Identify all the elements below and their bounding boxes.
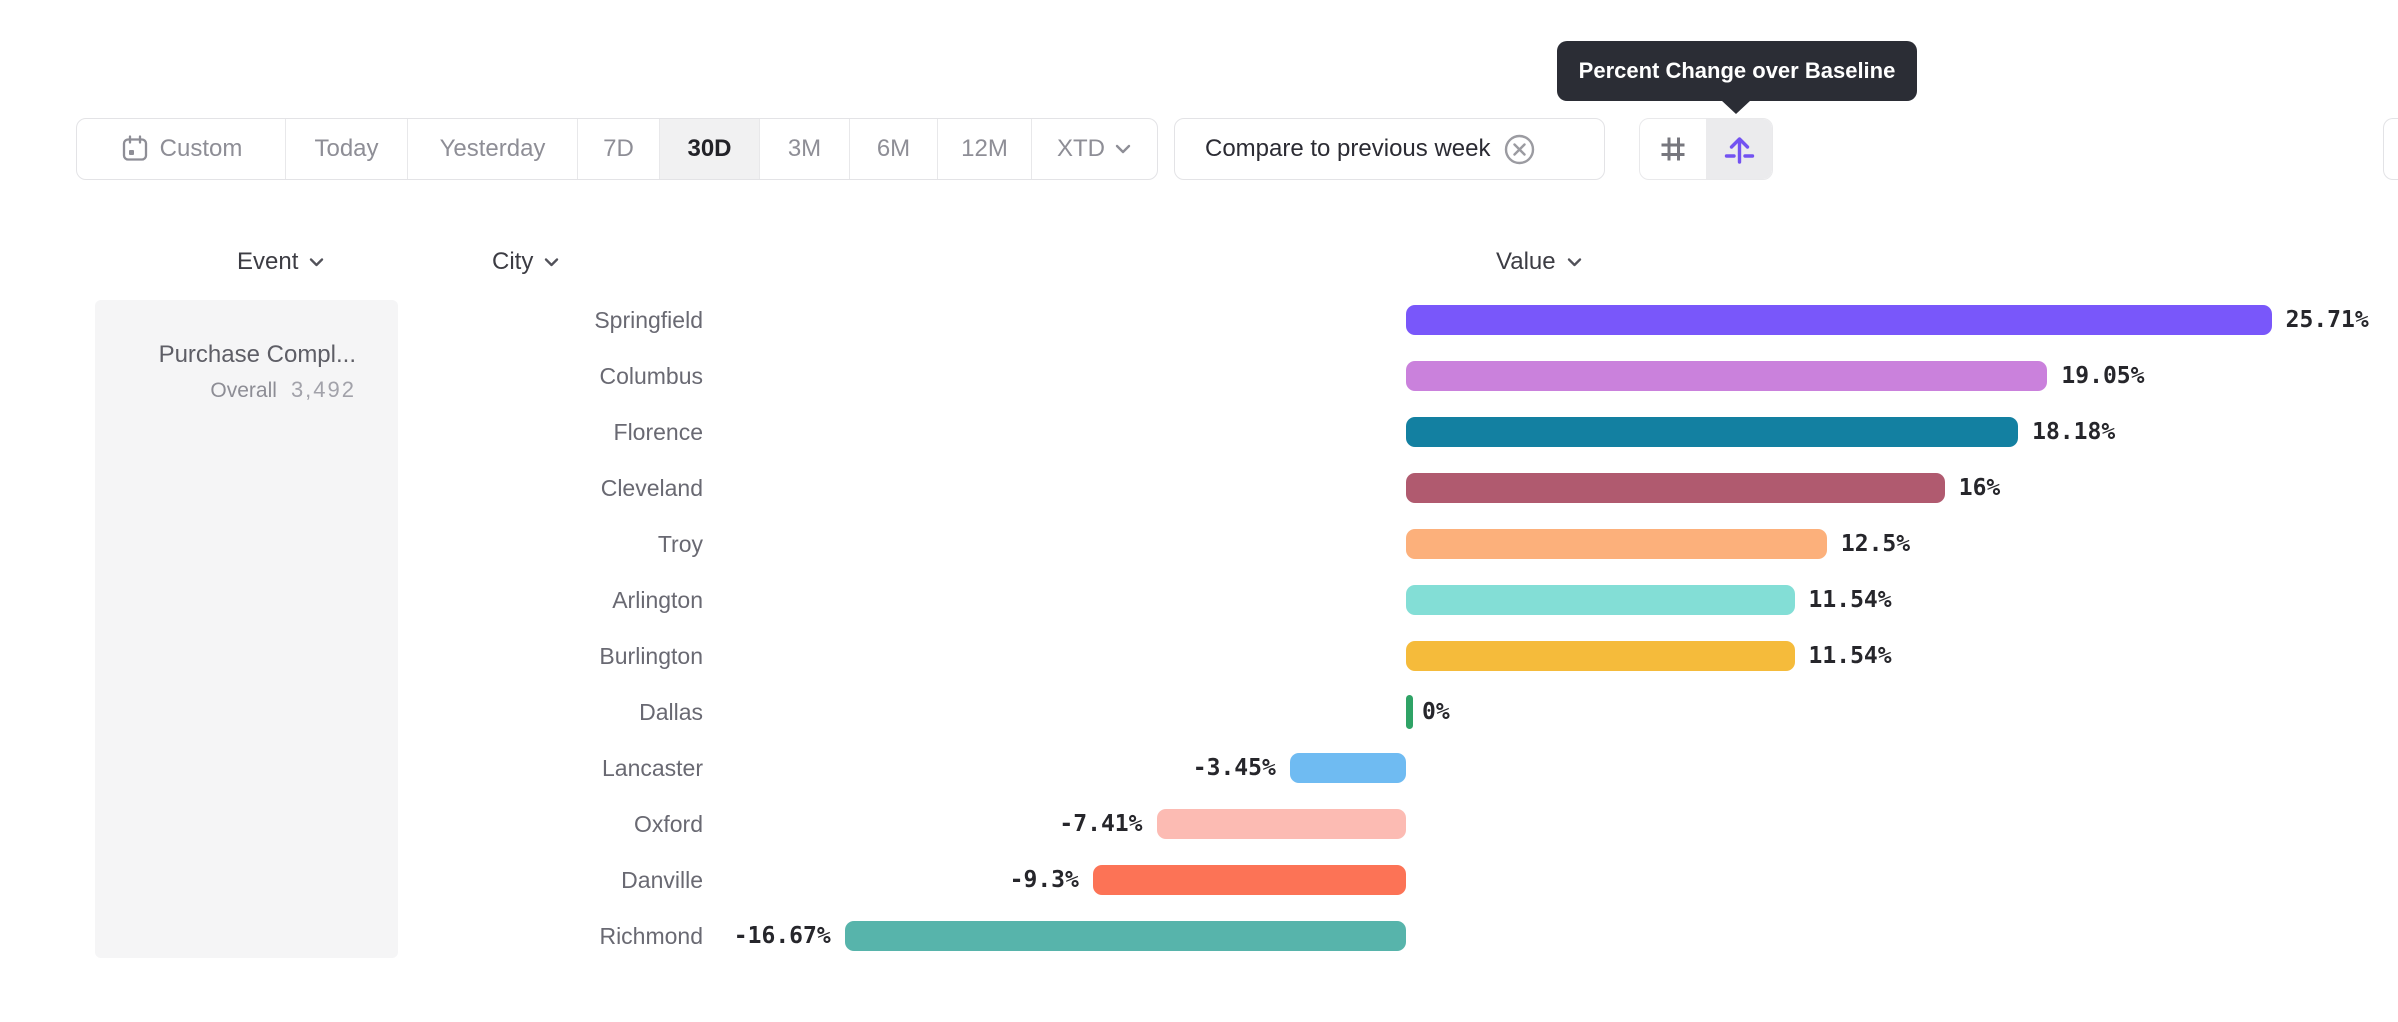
value-label: 11.54%	[1808, 643, 1892, 669]
chart-row: Arlington 11.54%	[0, 572, 2398, 628]
city-label: Florence	[613, 419, 703, 445]
event-title: Purchase Compl...	[158, 341, 356, 368]
calendar-icon	[120, 134, 150, 164]
clipped-toolbar-button[interactable]	[2383, 118, 2398, 180]
value-label: 12.5%	[1840, 531, 1911, 557]
city-label: Troy	[657, 531, 703, 557]
chart-row: Columbus 19.05%	[0, 348, 2398, 404]
chevron-down-icon	[1115, 144, 1131, 154]
chart-row: Richmond -16.67%	[0, 908, 2398, 964]
value-label: -3.45%	[1192, 755, 1276, 781]
compare-to-previous-week-button[interactable]: Compare to previous week	[1174, 118, 1605, 180]
event-panel: Purchase Compl... Overall 3,492	[95, 300, 398, 958]
value-label: 11.54%	[1808, 587, 1892, 613]
chevron-down-icon	[309, 257, 324, 267]
date-range-label: 3M	[787, 135, 822, 162]
date-range-control: Custom Today Yesterday 7D 30D 3M 6M 12M …	[76, 118, 1158, 180]
value-label: 25.71%	[2285, 307, 2369, 333]
date-range-custom[interactable]: Custom	[77, 119, 285, 179]
value-bar[interactable]	[1406, 641, 1795, 671]
chart-display-toggle	[1639, 118, 1773, 180]
date-range-label: 30D	[687, 135, 732, 162]
date-range-label: 12M	[961, 135, 1008, 162]
chevron-down-icon	[544, 257, 559, 267]
value-label: -7.41%	[1059, 811, 1143, 837]
chart-row: Danville -9.3%	[0, 852, 2398, 908]
city-label: Richmond	[599, 923, 703, 949]
city-label: Burlington	[599, 643, 703, 669]
city-label: Dallas	[639, 699, 703, 725]
chevron-down-icon	[1567, 257, 1582, 267]
value-bar[interactable]	[1406, 529, 1827, 559]
tooltip: Percent Change over Baseline	[1557, 41, 1917, 101]
value-bar[interactable]	[1406, 417, 2019, 447]
value-bar[interactable]	[1156, 809, 1406, 839]
city-label: Danville	[621, 867, 703, 893]
chart-row: Troy 12.5%	[0, 516, 2398, 572]
event-header-label: Event	[237, 248, 299, 275]
chart-row: Dallas 0%	[0, 684, 2398, 740]
date-range-3m[interactable]: 3M	[759, 119, 849, 179]
city-header-label: City	[492, 248, 534, 275]
city-label: Lancaster	[601, 755, 703, 781]
value-header-label: Value	[1496, 248, 1556, 275]
percent-change-toggle-button[interactable]	[1706, 119, 1772, 179]
date-range-12m[interactable]: 12M	[937, 119, 1031, 179]
chart-row: Oxford -7.41%	[0, 796, 2398, 852]
city-label: Columbus	[599, 363, 703, 389]
city-label: Springfield	[594, 307, 703, 333]
value-label: 18.18%	[2032, 419, 2116, 445]
value-label: -16.67%	[733, 923, 831, 949]
compare-label: Compare to previous week	[1205, 135, 1491, 162]
value-label: 0%	[1422, 699, 1450, 725]
date-range-label: Yesterday	[439, 135, 546, 162]
date-range-label: Today	[314, 135, 379, 162]
value-bar[interactable]	[1406, 585, 1795, 615]
value-bar[interactable]	[1406, 305, 2272, 335]
overall-label: Overall	[210, 379, 277, 402]
date-range-label: Custom	[159, 135, 243, 162]
chart-row: Lancaster -3.45%	[0, 740, 2398, 796]
value-label: 16%	[1958, 475, 2001, 501]
value-column-header[interactable]: Value	[1496, 247, 1582, 277]
date-range-label: XTD	[1057, 135, 1105, 162]
value-bar[interactable]	[844, 921, 1406, 951]
value-bar[interactable]	[1092, 865, 1406, 895]
value-label: -9.3%	[1009, 867, 1079, 893]
flip-axis-arrow-icon	[1721, 131, 1758, 168]
overall-count: 3,492	[290, 377, 356, 402]
tooltip-arrow-icon	[1721, 100, 1751, 114]
chart-row: Cleveland 16%	[0, 460, 2398, 516]
city-column-header[interactable]: City	[492, 247, 559, 277]
value-bar[interactable]	[1289, 753, 1406, 783]
date-range-yesterday[interactable]: Yesterday	[407, 119, 577, 179]
city-label: Oxford	[633, 811, 703, 837]
value-bar[interactable]	[1406, 361, 2048, 391]
date-range-7d[interactable]: 7D	[577, 119, 659, 179]
city-label: Cleveland	[600, 475, 703, 501]
event-list-item[interactable]: Purchase Compl... Overall 3,492	[95, 300, 398, 403]
event-column-header[interactable]: Event	[237, 247, 324, 277]
value-bar[interactable]	[1406, 473, 1945, 503]
city-label: Arlington	[612, 587, 703, 613]
date-range-xtd[interactable]: XTD	[1031, 119, 1156, 179]
grid-hash-icon	[1656, 132, 1690, 166]
date-range-6m[interactable]: 6M	[849, 119, 937, 179]
date-range-today[interactable]: Today	[285, 119, 407, 179]
event-subtitle: Overall 3,492	[210, 377, 356, 403]
tooltip-text: Percent Change over Baseline	[1578, 58, 1896, 83]
value-label: 19.05%	[2061, 363, 2145, 389]
chart-row: Burlington 11.54%	[0, 628, 2398, 684]
gridlines-toggle-button[interactable]	[1640, 119, 1706, 179]
date-range-label: 6M	[876, 135, 911, 162]
date-range-30d[interactable]: 30D	[659, 119, 759, 179]
date-range-label: 7D	[603, 135, 634, 162]
zero-baseline-tick[interactable]	[1406, 695, 1413, 729]
circle-x-icon[interactable]	[1504, 134, 1535, 165]
chart-row: Springfield 25.71%	[0, 292, 2398, 348]
chart-row: Florence 18.18%	[0, 404, 2398, 460]
